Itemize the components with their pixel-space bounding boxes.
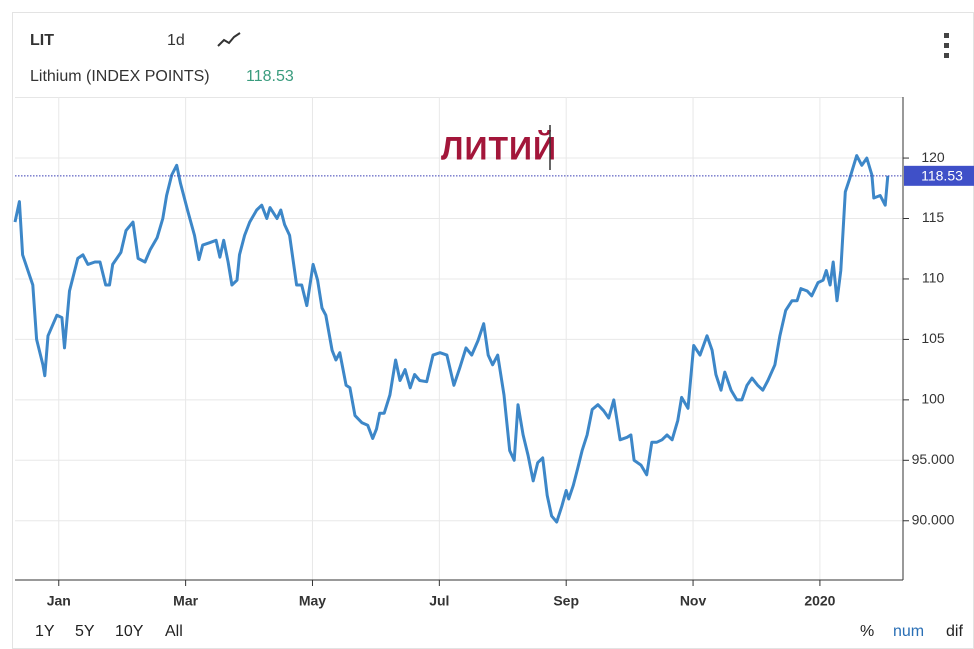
card-border bbox=[12, 12, 974, 649]
y-tick-label: 100 bbox=[921, 391, 945, 407]
range-buttons: 1Y 5Y 10Y All bbox=[35, 623, 183, 640]
y-tick-label: 120 bbox=[921, 149, 945, 165]
y-tick-label: 115 bbox=[922, 209, 945, 225]
range-button[interactable]: 5Y bbox=[75, 623, 95, 640]
x-tick-label: Jan bbox=[47, 593, 71, 609]
range-button[interactable]: All bbox=[165, 623, 183, 640]
scale-mode[interactable]: num bbox=[893, 623, 924, 640]
y-tick-label: 105 bbox=[921, 330, 945, 346]
menu-icon[interactable] bbox=[944, 33, 949, 58]
annotation: ЛИТИЙ bbox=[441, 130, 557, 166]
series-line bbox=[13, 154, 890, 524]
symbol[interactable]: LIT bbox=[30, 32, 54, 49]
interval[interactable]: 1d bbox=[167, 32, 185, 49]
grid: 90.000 95.000 100 105 110 115 120 Jan Mar May Jul S… bbox=[15, 97, 955, 609]
menu-dot bbox=[944, 33, 949, 38]
plot: 118.53 bbox=[13, 154, 974, 524]
x-tick-label: 2020 bbox=[804, 593, 835, 609]
scale-mode[interactable]: dif bbox=[946, 623, 963, 640]
x-tick-label: Sep bbox=[553, 593, 579, 609]
x-tick-label: Jul bbox=[429, 593, 449, 609]
x-tick-label: Nov bbox=[680, 593, 707, 609]
last-price-label: 118.53 bbox=[921, 168, 963, 184]
last-price-badge bbox=[904, 165, 974, 186]
x-tick-label: May bbox=[299, 593, 326, 609]
x-tick-label: Mar bbox=[173, 593, 198, 609]
scale-modes: % num dif bbox=[860, 623, 963, 640]
chart-style-icon[interactable] bbox=[217, 32, 241, 47]
series-name: Lithium (INDEX POINTS) bbox=[30, 68, 210, 85]
menu-dot bbox=[944, 43, 949, 48]
range-button[interactable]: 1Y bbox=[35, 623, 55, 640]
y-tick-label: 95.000 bbox=[912, 451, 955, 467]
menu-dot bbox=[944, 53, 949, 58]
last-value: 118.53 bbox=[246, 68, 294, 85]
y-tick-label: 110 bbox=[922, 270, 945, 286]
range-button[interactable]: 10Y bbox=[115, 623, 144, 640]
scale-mode[interactable]: % bbox=[860, 623, 874, 640]
y-tick-label: 90.000 bbox=[912, 511, 955, 527]
